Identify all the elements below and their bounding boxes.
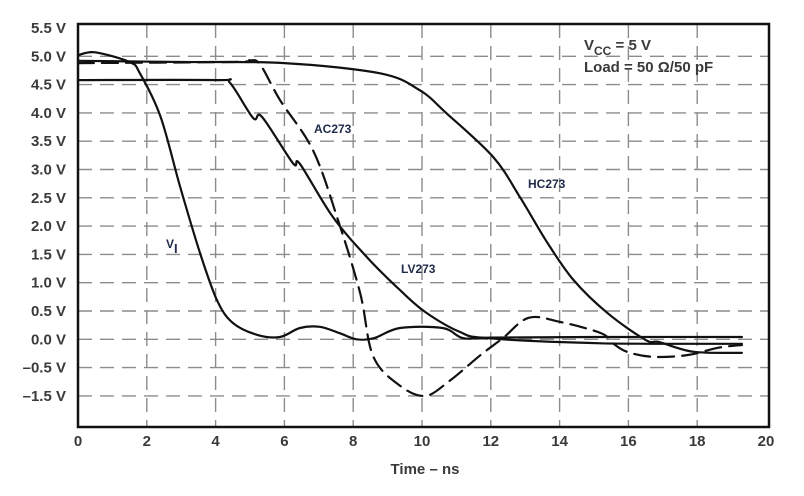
x-tick-label: 20 — [758, 433, 775, 450]
vcc-value: = 5 V — [611, 37, 651, 54]
series-line-hc273 — [76, 59, 743, 355]
x-tick-label: 4 — [211, 433, 220, 450]
x-tick-label: 16 — [620, 433, 637, 450]
y-tick-label: 5.0 V — [31, 48, 66, 65]
x-axis-label: Time – ns — [391, 461, 460, 478]
curves — [76, 50, 743, 398]
y-tick-label: 3.5 V — [31, 133, 66, 150]
y-tick-label: 1.0 V — [31, 275, 66, 292]
y-tick-labels: 5.5 V 5.0 V 4.5 V 4.0 V 3.5 V 3.0 V 2.5 V 2.0 V… — [23, 20, 66, 405]
x-tick-label: 8 — [349, 433, 357, 450]
series-line-lv273 — [76, 78, 743, 345]
x-tick-label: 14 — [551, 433, 568, 450]
x-tick-label: 6 — [280, 433, 288, 450]
series-label-vi: VI — [166, 237, 178, 256]
y-tick-label: 4.5 V — [31, 77, 66, 94]
vcc-subscript: CC — [594, 44, 612, 58]
series-label-ac273: AC273 — [314, 122, 352, 136]
load-annotation: Load = 50 Ω/50 pF — [584, 59, 713, 76]
y-tick-label: 5.5 V — [31, 20, 66, 37]
x-tick-label: 0 — [74, 433, 82, 450]
x-tick-labels: 0 2 4 6 8 10 12 14 16 18 20 — [74, 433, 775, 450]
series-label-hc273: HC273 — [528, 177, 566, 191]
x-tick-label: 18 — [689, 433, 706, 450]
y-tick-label: 1.5 V — [31, 246, 66, 263]
series-line-ac273 — [76, 59, 743, 398]
y-tick-label: 2.0 V — [31, 218, 66, 235]
y-tick-label: –1.5 V — [23, 388, 66, 405]
plot-frame — [76, 22, 771, 429]
y-tick-label: 4.0 V — [31, 105, 66, 122]
grid — [78, 24, 769, 427]
y-tick-label: 0.5 V — [31, 303, 66, 320]
y-tick-label: –0.5 V — [23, 360, 66, 377]
vi-label-main: V — [166, 237, 174, 251]
y-tick-label: 3.0 V — [31, 162, 66, 179]
y-tick-label: 2.5 V — [31, 190, 66, 207]
vcc-annotation: VCC = 5 V — [584, 37, 651, 58]
x-tick-label: 10 — [414, 433, 431, 450]
y-tick-label: 0.0 V — [31, 331, 66, 348]
series-label-lv273: LV273 — [401, 262, 436, 276]
x-tick-label: 2 — [143, 433, 151, 450]
x-tick-label: 12 — [482, 433, 499, 450]
series-line-vi — [76, 50, 743, 341]
vcc-prefix: V — [584, 37, 594, 54]
vi-label-sub: I — [174, 241, 178, 256]
